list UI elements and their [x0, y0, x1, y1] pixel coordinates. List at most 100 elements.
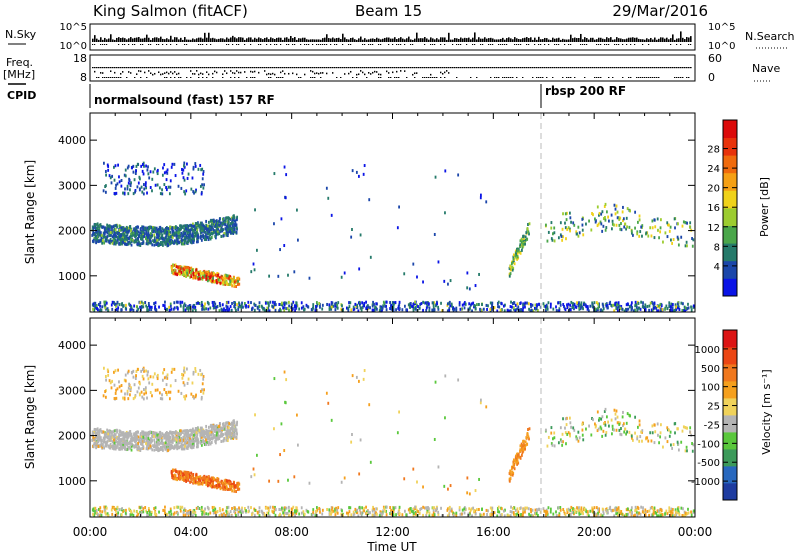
power-echo-pixel [122, 235, 125, 239]
power-echo-pixel [355, 170, 358, 174]
freq-sample [652, 67, 654, 69]
nsky-sample [366, 39, 368, 42]
nsky-sample [504, 39, 506, 42]
velocity-echo-pixel [175, 434, 178, 438]
nave-sample [658, 77, 660, 78]
nsky-sample [658, 38, 660, 42]
velocity-echo-pixel [124, 442, 127, 446]
power-echo-pixel [232, 230, 235, 234]
freq-sample [386, 70, 388, 73]
nsky-sample [340, 39, 342, 42]
freq-sample [562, 67, 564, 69]
freq-sample [106, 67, 108, 69]
power-colorbar-swatch [723, 260, 737, 279]
power-echo-pixel [601, 210, 604, 214]
freq-sample [358, 73, 360, 76]
power-echo-pixel [557, 236, 560, 240]
power-colorbar-tick-label: 8 [714, 242, 720, 253]
power-echo-pixel [617, 301, 620, 305]
power-echo-pixel [134, 190, 136, 194]
power-echo-pixel [150, 307, 153, 311]
velocity-echo-pixel [221, 422, 224, 426]
power-echo-pixel [321, 307, 324, 311]
power-echo-pixel [140, 308, 142, 312]
power-echo-pixel [161, 227, 164, 231]
power-echo-pixel [209, 306, 212, 310]
power-echo-pixel [184, 237, 187, 241]
nsky-sample [476, 39, 478, 42]
freq-sample [242, 67, 244, 69]
power-echo-pixel [478, 302, 480, 306]
power-echo-pixel [128, 177, 131, 181]
power-echo-pixel [283, 308, 286, 312]
freq-sample [348, 72, 350, 75]
velocity-echo-pixel [142, 435, 145, 439]
power-echo-pixel [680, 235, 683, 239]
power-echo-pixel [604, 202, 607, 206]
freq-sample [172, 72, 174, 75]
velocity-echo-pixel [227, 435, 230, 439]
power-echo-pixel [227, 218, 230, 222]
power-echo-pixel [139, 305, 142, 309]
power-echo-pixel [179, 267, 182, 271]
power-echo-pixel [537, 308, 539, 312]
velocity-echo-pixel [225, 434, 228, 438]
freq-sample [540, 67, 542, 69]
power-echo-pixel [104, 169, 107, 173]
freq-sample [270, 73, 272, 76]
nsearch-sample [554, 44, 556, 45]
power-echo-pixels [91, 161, 695, 313]
power-echo-pixel [617, 305, 620, 309]
power-echo-pixel [189, 223, 191, 227]
power-echo-pixel [185, 229, 187, 233]
power-echo-pixel [211, 219, 214, 223]
freq-sample [510, 67, 512, 69]
power-echo-pixel [422, 280, 424, 284]
velocity-echo-pixel [161, 432, 164, 436]
nsky-sample [680, 31, 682, 42]
power-echo-pixel [203, 305, 206, 309]
power-echo-pixel [580, 301, 583, 305]
nsearch-sample [142, 44, 144, 45]
power-echo-pixel [185, 227, 187, 231]
power-echo-pixel [391, 301, 394, 305]
power-echo-pixel [155, 226, 158, 230]
velocity-echo-pixel [95, 445, 98, 449]
nsky-sample [406, 38, 408, 42]
power-echo-pixel [186, 231, 189, 235]
power-echo-pixel [283, 306, 286, 310]
nave-sample [584, 77, 586, 78]
power-echo-pixel [163, 163, 166, 167]
power-echo-pixel [526, 301, 528, 305]
freq-sample [222, 73, 224, 76]
power-echo-pixel [115, 308, 118, 312]
power-echo-pixel [348, 301, 350, 305]
power-echo-pixel [432, 309, 434, 313]
power-echo-pixel [514, 303, 517, 307]
power-echo-pixel [189, 271, 192, 275]
nsky-sample [418, 38, 420, 42]
velocity-echo-pixel [142, 438, 144, 442]
velocity-echo-pixel [168, 434, 170, 438]
freq-sample [618, 67, 620, 69]
power-echo-pixel [161, 188, 163, 192]
power-echo-pixel [136, 225, 139, 229]
nsky-sample [416, 32, 418, 42]
nave-sample [566, 77, 568, 78]
power-echo-pixel [221, 308, 223, 312]
freq-sample [452, 67, 454, 69]
power-echo-pixel [103, 227, 106, 231]
power-echo-pixel [564, 212, 567, 216]
power-echo-pixel [286, 306, 289, 310]
power-echo-pixel [175, 231, 178, 235]
power-echo-pixel [189, 304, 192, 308]
nave-sample [598, 77, 600, 78]
nsearch-sample [294, 44, 296, 45]
velocity-echo-pixel [231, 422, 234, 426]
velocity-echo-pixel [169, 443, 172, 447]
nsky-sample [196, 38, 198, 42]
cpid-label: CPID [7, 89, 36, 102]
power-echo-pixel [277, 274, 280, 278]
velocity-echo-pixel [179, 444, 182, 448]
nsky-sample [232, 35, 234, 42]
